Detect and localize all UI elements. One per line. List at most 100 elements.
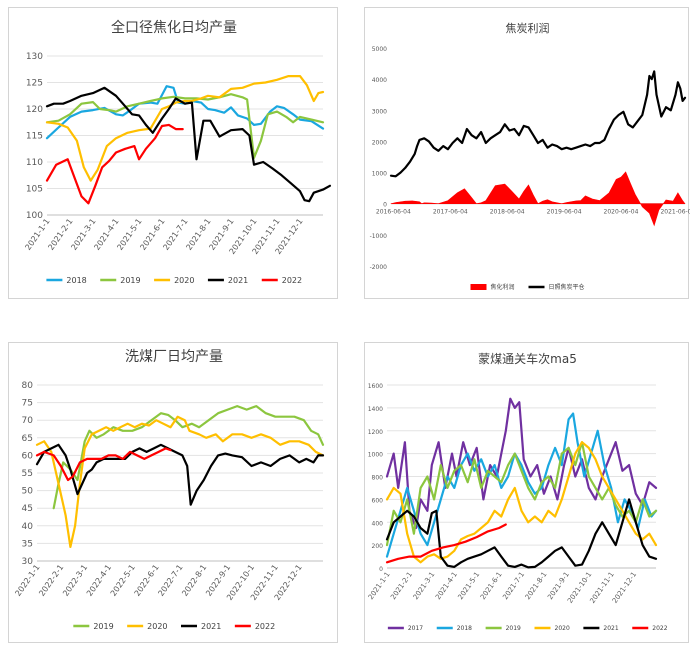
legend-label: 2018 xyxy=(66,276,86,285)
y-tick-label: 75 xyxy=(22,399,33,409)
legend-item-2022: 2022 xyxy=(234,622,275,631)
series-line-2021 xyxy=(35,443,325,506)
y-tick-label: 600 xyxy=(372,497,384,504)
y-tick-label: 130 xyxy=(26,52,43,62)
y-tick-label: 0 xyxy=(383,202,387,209)
y-tick-label: 70 xyxy=(22,416,34,426)
chart-coke-output: 全口径焦化日均产量1001051101151201251302021-1-120… xyxy=(23,19,331,285)
legend-item-2020: 2020 xyxy=(154,276,194,285)
series-line-2022 xyxy=(385,523,507,564)
legend-label: 2022 xyxy=(652,625,667,632)
x-tick-label: 2016-06-04 xyxy=(376,209,411,216)
legend-item-2020: 2020 xyxy=(127,622,168,631)
series-line-2020 xyxy=(385,441,658,564)
series-area-焦化利润 xyxy=(390,171,686,227)
y-tick-label: 45 xyxy=(22,504,33,514)
y-tick-label: 0 xyxy=(379,566,383,573)
chart-title: 全口径焦化日均产量 xyxy=(111,19,237,36)
legend-label: 2019 xyxy=(506,625,521,632)
y-tick-label: 40 xyxy=(22,522,34,532)
series-line-2017 xyxy=(385,397,658,530)
chart-panel-washery-output: 洗煤厂日均产量 30 35 40 45 50 55 60 65 70 75 80 2022-1-1 202… xyxy=(8,342,338,643)
chart-panel-mongolia-coal: 蒙煤通关车次ma5 0 200 400 600 800 1000 1200 1400 1600 20… xyxy=(364,342,689,643)
legend-item-2018: 2018 xyxy=(436,625,472,632)
y-tick-label: -2000 xyxy=(370,264,388,271)
legend-label: 焦化利润 xyxy=(491,283,515,291)
chart-title: 洗煤厂日均产量 xyxy=(125,349,223,365)
y-tick-label: 105 xyxy=(26,185,43,195)
y-tick-label: 3000 xyxy=(372,108,387,115)
y-tick-label: 200 xyxy=(372,543,384,550)
series-line-日照焦炭平仓 xyxy=(389,70,687,178)
series-line-2021 xyxy=(385,498,658,569)
y-tick-label: 1400 xyxy=(368,406,383,413)
legend-item-2022: 2022 xyxy=(261,276,302,285)
chart-title: 焦炭利润 xyxy=(506,21,550,35)
y-tick-label: 65 xyxy=(22,434,33,444)
legend-item-2020: 2020 xyxy=(534,625,570,632)
y-tick-label: 30 xyxy=(22,557,34,567)
legend-label: 2017 xyxy=(408,625,423,632)
y-tick-label: 800 xyxy=(372,475,384,482)
y-tick-label: 80 xyxy=(22,381,34,391)
series-line-2019 xyxy=(45,93,325,159)
legend-label: 日照焦炭平仓 xyxy=(549,283,585,291)
legend-item-2019: 2019 xyxy=(485,625,521,632)
legend-label: 2020 xyxy=(147,622,167,631)
series-line-2022 xyxy=(35,447,172,482)
y-tick-label: 55 xyxy=(22,469,33,479)
series-line-2022 xyxy=(45,123,184,205)
legend-label: 2020 xyxy=(555,625,570,632)
y-tick-label: -1000 xyxy=(370,233,388,240)
legend-label: 2022 xyxy=(255,622,275,631)
series-line-2020 xyxy=(45,74,325,182)
x-tick-label: 2021-2-1 xyxy=(389,571,414,602)
y-tick-label: 1600 xyxy=(368,383,383,390)
legend-item-2022: 2022 xyxy=(632,625,668,632)
chart-washery-output: 洗煤厂日均产量30354045505560657075802022-1-1202… xyxy=(13,349,325,631)
x-tick-label: 2018-06-04 xyxy=(490,209,525,216)
x-tick-label: 2021-06-04 xyxy=(660,209,690,216)
y-tick-label: 1000 xyxy=(368,452,383,459)
series-line-2020 xyxy=(35,415,325,548)
y-tick-label: 35 xyxy=(22,539,33,549)
x-tick-label: 2021-8-1 xyxy=(524,571,549,602)
y-tick-label: 60 xyxy=(22,451,34,461)
y-tick-label: 115 xyxy=(26,132,43,142)
legend-swatch xyxy=(470,284,487,290)
legend-item-2019: 2019 xyxy=(100,276,141,285)
legend-label: 2021 xyxy=(228,276,248,285)
y-tick-label: 4000 xyxy=(372,77,387,84)
legend-item-2021: 2021 xyxy=(583,625,619,632)
x-tick-label: 2017-06-04 xyxy=(433,209,468,216)
chart-coke-profit: 焦炭利润 -2000 -1000 0 1000 2000 3000 4000 5000 2016-… xyxy=(370,21,690,291)
legend-label: 2021 xyxy=(603,625,618,632)
legend-item-2017: 2017 xyxy=(387,625,423,632)
x-tick-label: 2021-4-1 xyxy=(434,571,459,602)
legend-item-2018: 2018 xyxy=(46,276,87,285)
y-tick-label: 5000 xyxy=(372,46,387,53)
legend-label: 2019 xyxy=(93,622,113,631)
legend-item-2021: 2021 xyxy=(181,622,221,631)
chart-panel-coke-output: 全口径焦化日均产量 100 105 110 115 120 125 130 2021-1-1 20… xyxy=(8,7,338,299)
x-tick-label: 2021-3-1 xyxy=(412,571,437,602)
x-tick-label: 2021-5-1 xyxy=(457,571,482,602)
x-tick-label: 2021-6-1 xyxy=(479,571,504,602)
y-tick-label: 120 xyxy=(26,105,43,115)
x-tick-label: 2021-9-1 xyxy=(546,571,571,602)
legend-label: 2018 xyxy=(457,625,472,632)
legend-item-焦化利润: 焦化利润 xyxy=(470,283,515,291)
x-tick-label: 2020-06-04 xyxy=(604,209,639,216)
x-tick-label: 2021-1-1 xyxy=(367,571,392,602)
chart-title: 蒙煤通关车次ma5 xyxy=(478,351,577,366)
x-tick-label: 2021-7-1 xyxy=(501,571,526,602)
legend-label: 2021 xyxy=(201,622,221,631)
y-tick-label: 125 xyxy=(26,79,43,89)
chart-panel-coke-profit: 焦炭利润 -2000 -1000 0 1000 2000 3000 4000 5000 2016-… xyxy=(364,7,690,299)
legend-item-日照焦炭平仓: 日照焦炭平仓 xyxy=(528,283,585,291)
legend-label: 2019 xyxy=(120,276,140,285)
chart-mongolia-coal: 蒙煤通关车次ma5 0 200 400 600 800 1000 1200 1400 1600 20… xyxy=(367,351,668,632)
y-tick-label: 110 xyxy=(26,158,43,168)
series-line-2019 xyxy=(52,404,325,510)
legend-label: 2020 xyxy=(174,276,194,285)
